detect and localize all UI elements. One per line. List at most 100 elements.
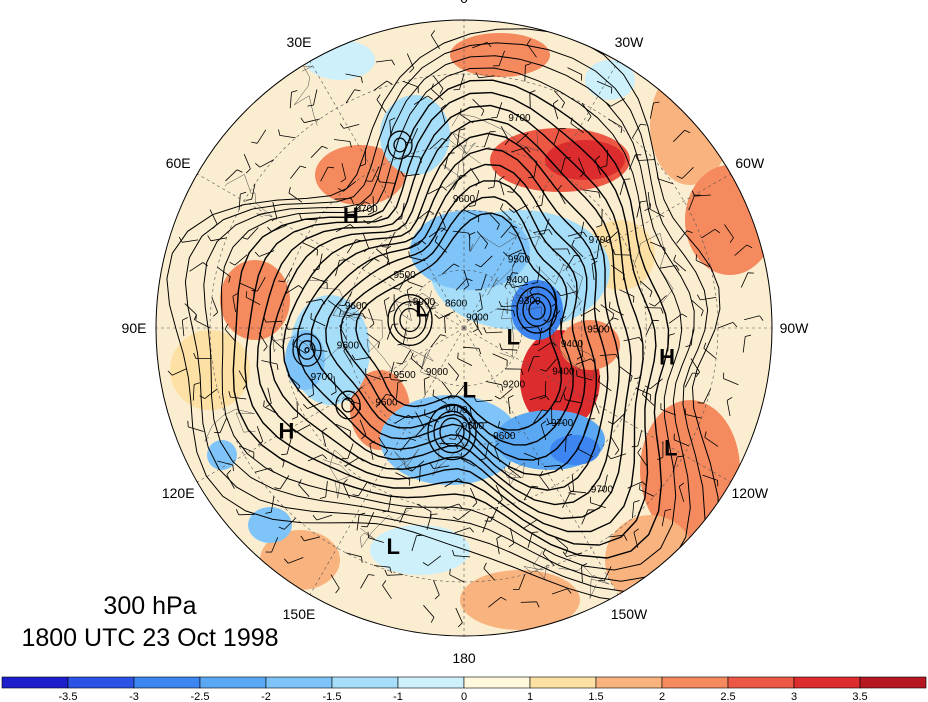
pressure-level-label: 300 hPa	[103, 592, 197, 620]
wind-barb	[507, 467, 522, 479]
wind-barb	[298, 484, 310, 497]
longitude-label: 180	[452, 650, 476, 666]
longitude-label: 120E	[162, 485, 195, 501]
wind-barb-flag	[649, 303, 655, 307]
wind-barb-flag	[548, 229, 553, 235]
wind-barb-flag	[290, 428, 296, 433]
wind-barb	[256, 129, 267, 144]
wind-barb	[724, 224, 734, 238]
colorbar-box	[199, 676, 267, 689]
wind-barb-flag	[391, 59, 395, 66]
wind-barb	[523, 452, 539, 460]
wind-barb-flag	[455, 443, 458, 450]
wind-barb	[457, 358, 473, 366]
wind-barb-flag	[472, 328, 479, 333]
wind-barb-flag	[578, 443, 580, 450]
low-pressure-marker: L	[415, 297, 428, 322]
coastline-segment	[398, 343, 440, 380]
wind-barb	[691, 299, 704, 311]
colorbar-box	[661, 676, 729, 689]
wind-barb-flag	[363, 247, 369, 253]
wind-barb	[310, 318, 326, 327]
wind-barb-flag	[676, 175, 683, 179]
wind-barb-flag	[386, 393, 393, 397]
wind-barb	[391, 379, 408, 382]
wind-barb-flag	[675, 265, 680, 271]
wind-barb	[383, 300, 388, 317]
wind-barb	[726, 400, 731, 417]
wind-barb	[428, 227, 443, 238]
contour-value-label: 9600	[453, 194, 476, 205]
wind-barb	[454, 527, 470, 534]
wind-barb-flag	[598, 192, 601, 199]
wind-barb-flag	[441, 227, 448, 232]
contour-value-label: 9600	[337, 341, 360, 352]
map-fill-layer	[156, 20, 772, 636]
wind-barb	[413, 95, 428, 105]
height-contour	[296, 147, 609, 491]
wind-barb	[570, 490, 587, 494]
wind-barb-flag	[300, 117, 305, 123]
wind-barb	[480, 255, 493, 268]
wind-barb	[500, 225, 512, 238]
wind-barb	[407, 240, 422, 249]
wind-barb	[591, 263, 595, 280]
wind-barb-flag	[612, 317, 619, 320]
wind-barb-flag	[447, 394, 452, 400]
wind-barb	[373, 80, 388, 91]
wind-barb-flag	[245, 168, 251, 174]
wind-barb-flag	[574, 254, 581, 257]
wind-barb-flag	[224, 323, 229, 330]
wind-barb	[649, 378, 663, 390]
wind-barb	[378, 437, 388, 451]
wind-barb	[320, 166, 329, 182]
wind-barb	[473, 320, 483, 336]
wind-barb-flag	[251, 141, 258, 144]
wind-barb-flag	[469, 232, 476, 236]
colorbar-tick-labels: -3.5 -3 -2.5 -2 -1.5 -1 0 1 1.5 2 2.5 3 3.5	[59, 691, 868, 702]
wind-barb-flag	[529, 286, 534, 292]
wind-barb-flag	[591, 260, 598, 265]
anomaly-patch	[640, 400, 740, 540]
wind-barb-flag	[408, 479, 411, 486]
wind-barb-flag	[685, 344, 692, 348]
wind-barb	[499, 179, 505, 196]
wind-barb	[453, 385, 465, 399]
wind-barb	[304, 118, 320, 124]
contour-value-label: 8600	[445, 298, 468, 309]
wind-barb	[478, 75, 495, 79]
wind-barb	[366, 512, 375, 527]
wind-barb-flag	[226, 469, 232, 475]
map-boundary	[155, 19, 773, 637]
wind-barb-flag	[444, 314, 451, 318]
wind-barb	[614, 254, 632, 256]
wind-barb	[184, 303, 197, 315]
wind-barb	[703, 347, 717, 359]
wind-barb	[238, 445, 255, 453]
wind-barb	[335, 224, 351, 233]
wind-barb	[667, 335, 670, 352]
wind-barb-flag	[546, 417, 550, 424]
wind-barb-flag	[427, 95, 433, 100]
wind-barb-flag	[477, 308, 483, 313]
wind-barb-flag	[335, 588, 340, 594]
wind-barb-flag	[339, 309, 342, 316]
wind-barb-flag	[508, 394, 514, 399]
contour-value-label: 9500	[587, 325, 610, 336]
wind-barb-flag	[614, 449, 620, 455]
wind-barb	[407, 281, 424, 288]
wind-barb	[290, 165, 301, 179]
wind-barb-flag	[631, 445, 638, 448]
wind-barb	[433, 75, 444, 89]
wind-barb	[518, 574, 526, 590]
wind-barb-flag	[507, 461, 511, 468]
wind-barb	[581, 307, 596, 317]
wind-barb	[238, 513, 255, 516]
wind-barb-flag	[278, 129, 281, 136]
wind-barb-flag	[457, 622, 463, 628]
coastline-segment	[499, 297, 514, 358]
wind-barb-flag	[565, 548, 569, 555]
wind-barb	[603, 566, 612, 582]
wind-barb-flag	[457, 352, 459, 359]
wind-barb	[267, 387, 272, 404]
